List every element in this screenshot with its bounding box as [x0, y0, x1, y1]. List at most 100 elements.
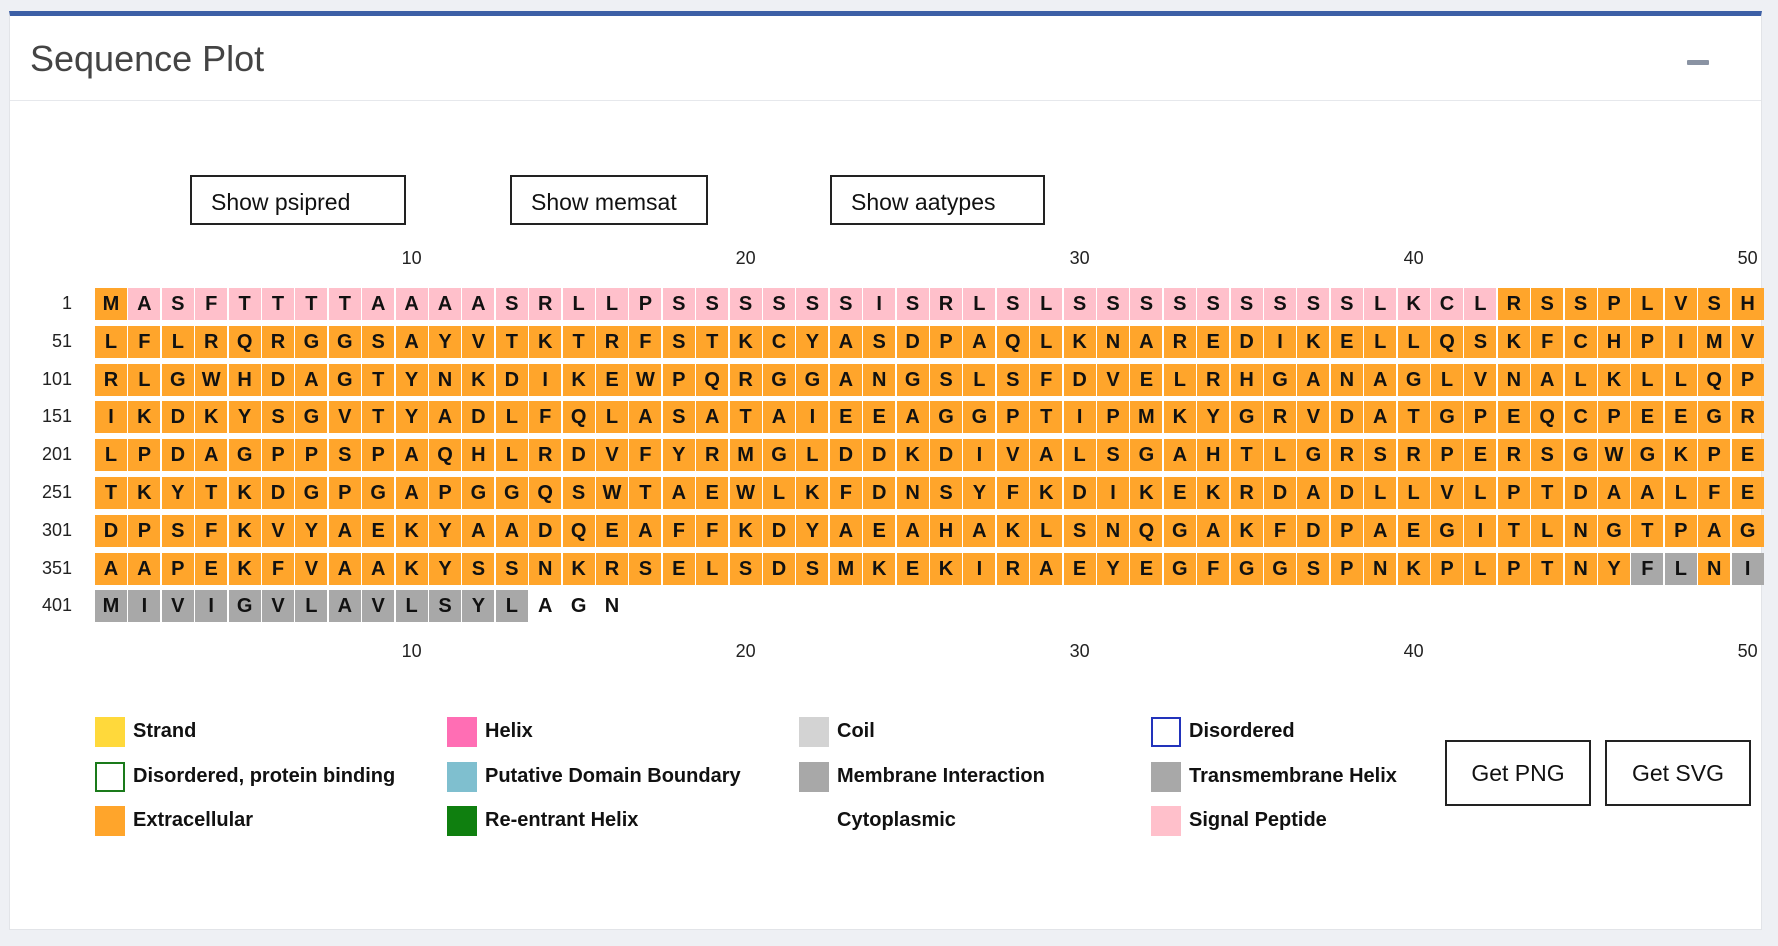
residue-cell: D [763, 514, 795, 547]
sequence-plot-panel: Sequence Plot Show psipred Show memsat S… [9, 11, 1764, 930]
get-png-button[interactable]: Get PNG [1445, 740, 1591, 806]
legend-label: Disordered [1189, 720, 1295, 742]
residue-cell: K [562, 552, 595, 585]
residue-cell: G [1163, 514, 1196, 547]
residue-cell: M [95, 288, 127, 320]
residue-cell: K [195, 401, 228, 434]
residue-cell: A [1364, 514, 1397, 547]
residue-cell: S [495, 288, 528, 320]
residue-cell: T [195, 477, 228, 509]
legend-swatch [799, 806, 829, 836]
residue-cell: G [763, 363, 795, 396]
residue-cell: L [395, 590, 428, 623]
residue-cell: S [729, 288, 762, 320]
residue-cell: Y [395, 401, 428, 434]
show-aatypes-button[interactable]: Show aatypes [830, 175, 1045, 225]
residue-cell: K [1063, 325, 1096, 358]
residue-cell: L [1397, 325, 1430, 358]
residue-cell: V [596, 439, 628, 472]
residue-cell: S [362, 325, 395, 358]
legend-swatch [799, 762, 829, 792]
residue-cell: N [1097, 514, 1129, 547]
residue-cell: R [1330, 439, 1363, 472]
get-svg-button[interactable]: Get SVG [1605, 740, 1751, 806]
residue-cell: Q [1431, 325, 1463, 358]
residue-cell: E [1397, 514, 1430, 547]
residue-cell: D [95, 514, 127, 547]
residue-cell: G [1230, 552, 1263, 585]
residue-cell: S [1464, 325, 1497, 358]
legend-swatch [95, 717, 125, 747]
residue-cell: L [1664, 477, 1697, 509]
residue-cell: S [1230, 288, 1263, 320]
residue-cell: P [1598, 401, 1630, 434]
residue-cell: P [1631, 325, 1664, 358]
residue-cell: A [829, 514, 862, 547]
residue-cell: S [1297, 288, 1330, 320]
residue-cell: D [1063, 477, 1096, 509]
residue-cell: K [562, 363, 595, 396]
residue-cell: A [829, 363, 862, 396]
residue-cell: Q [696, 363, 729, 396]
residue-cell: K [729, 325, 762, 358]
residue-cell: L [1030, 288, 1063, 320]
panel-title: Sequence Plot [30, 38, 265, 79]
residue-cell: D [1230, 325, 1263, 358]
residue-cell: A [662, 477, 695, 509]
residue-cell: Y [1097, 552, 1129, 585]
residue-cell: R [729, 363, 762, 396]
residue-cell: S [696, 288, 729, 320]
legend-swatch [95, 762, 125, 792]
residue-cell: P [1598, 288, 1630, 320]
residue-cell: H [228, 363, 261, 396]
residue-cell: T [1631, 514, 1664, 547]
residue-cell: N [1564, 552, 1597, 585]
residue-cell: G [1731, 514, 1764, 547]
residue-cell: T [562, 325, 595, 358]
residue-cell: V [1297, 401, 1330, 434]
residue-cell: E [829, 401, 862, 434]
residue-cell: W [729, 477, 762, 509]
row-start-label: 101 [41, 368, 72, 389]
residue-cell: P [1497, 477, 1530, 509]
show-psipred-button[interactable]: Show psipred [190, 175, 406, 225]
residue-cell: Y [228, 401, 261, 434]
residue-cell: F [662, 514, 695, 547]
residue-cell: D [262, 477, 294, 509]
residue-cell: A [1364, 401, 1397, 434]
residue-cell: I [1063, 401, 1096, 434]
collapse-icon[interactable] [1687, 60, 1709, 65]
residue-cell: W [1598, 439, 1630, 472]
residue-cell: K [395, 514, 428, 547]
residue-cell: G [763, 439, 795, 472]
residue-cell: T [295, 288, 328, 320]
residue-cell: K [996, 514, 1029, 547]
residue-cell: G [1631, 439, 1664, 472]
residue-cell: G [896, 363, 929, 396]
residue-cell: S [996, 288, 1029, 320]
show-memsat-button[interactable]: Show memsat [510, 175, 708, 225]
residue-cell: S [763, 288, 795, 320]
residue-cell: V [462, 325, 495, 358]
residue-cell: P [328, 477, 361, 509]
residue-cell: R [262, 325, 294, 358]
residue-cell: G [328, 325, 361, 358]
residue-cell: R [1497, 288, 1530, 320]
residue-cell: F [195, 514, 228, 547]
residue-cell: A [328, 552, 361, 585]
residue-cell: K [1230, 514, 1263, 547]
residue-cell: F [195, 288, 228, 320]
residue-cell: R [195, 325, 228, 358]
residue-cell: A [1631, 477, 1664, 509]
residue-cell: R [996, 552, 1029, 585]
legend-swatch [1151, 717, 1181, 747]
residue-cell: L [963, 363, 996, 396]
residue-cell: Y [395, 363, 428, 396]
residue-cell: H [1197, 439, 1230, 472]
residue-cell: R [529, 288, 562, 320]
residue-cell: N [596, 590, 628, 623]
residue-cell: Y [662, 439, 695, 472]
residue-cell: P [629, 288, 662, 320]
row-start-label: 1 [61, 293, 72, 313]
residue-cell: S [1063, 514, 1096, 547]
